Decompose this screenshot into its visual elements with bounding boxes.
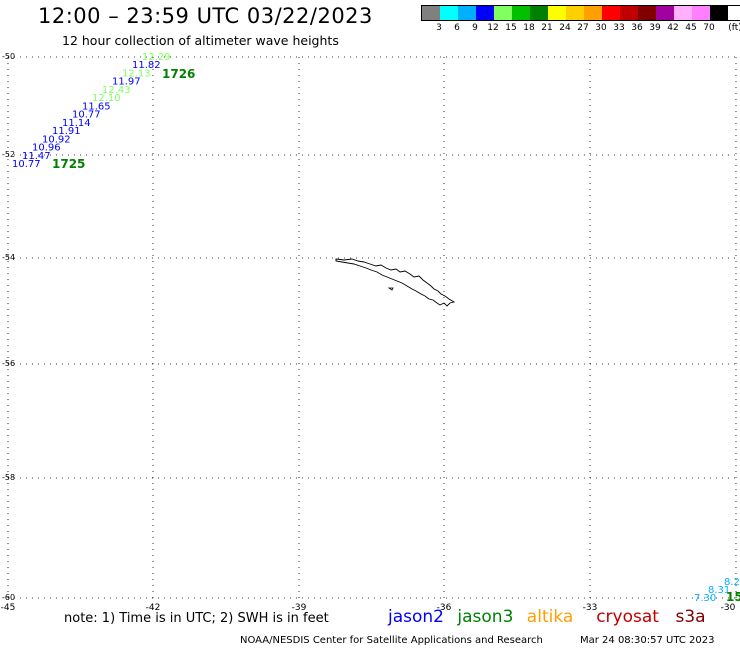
color-swatch [656,6,674,20]
color-scale-label: 27 [577,23,589,33]
south-georgia-coastline [335,258,456,307]
color-scale-label: 33 [613,23,625,33]
color-scale-label: 12 [487,23,499,33]
longitude-label: -39 [291,603,307,613]
color-swatch [548,6,566,20]
color-scale-label: 3 [436,23,442,33]
wave-height-value: 8.31 [708,585,730,596]
map-subtitle: 12 hour collection of altimeter wave hei… [62,33,339,48]
wave-height-value: 11.82 [132,60,161,71]
credit-line: NOAA/NESDIS Center for Satellite Applica… [240,635,543,646]
color-swatch [602,6,620,20]
color-scale-label: 42 [667,23,679,33]
legend-item-jason3: jason3 [457,607,514,627]
color-scale-label: 36 [631,23,643,33]
color-scale-label: 9 [472,23,478,33]
color-scale-label: 45 [685,23,697,33]
legend-item-jason2: jason2 [388,607,444,627]
color-swatch [530,6,548,20]
color-scale-label: 15 [505,23,517,33]
graticule [7,56,737,599]
latitude-label: -54 [2,253,16,262]
longitude-label: -36 [436,603,452,613]
color-scale-label: 24 [559,23,571,33]
wave-height-value: 10.77 [72,110,101,121]
longitude-label: -33 [582,603,598,613]
wave-height-value: 8.2 [724,577,740,588]
color-swatch [710,6,728,20]
color-swatch [476,6,494,20]
wave-height-value: 12.13 [122,68,151,79]
wave-height-value: 11.91 [52,126,81,137]
latitude-label: -60 [2,593,16,602]
timestamp-line: Mar 24 08:30:57 UTC 2023 [580,635,715,646]
color-swatch [584,6,602,20]
coastline-path [335,258,456,307]
wave-height-value: 10.77 [12,159,41,170]
color-swatch [638,6,656,20]
wave-height-value: 11.47 [22,151,51,162]
color-scale-label: (ft) [728,23,740,33]
legend-item-cryosat: cryosat [596,607,659,627]
wave-height-value: 11.65 [82,101,111,112]
wave-height-value: 12.10 [92,93,121,104]
latitude-label: -58 [2,473,16,482]
color-scale-label: 6 [454,23,460,33]
color-scale-swatches [421,5,740,21]
color-swatch [422,6,440,20]
latitude-label: -52 [2,150,16,159]
color-swatch [440,6,458,20]
longitude-label: -45 [0,603,16,613]
wave-height-value: 10.92 [42,134,71,145]
latitude-label: -56 [2,359,16,368]
map-title: 12:00 – 23:59 UTC 03/22/2023 [38,4,373,28]
wave-height-value: 7.30 [694,593,716,604]
track-time-label: 15 [726,590,740,604]
color-swatch [674,6,692,20]
color-swatch [620,6,638,20]
latitude-label: -50 [2,52,16,61]
color-scale-label: 30 [595,23,607,33]
color-scale-label: 18 [523,23,535,33]
color-swatch [512,6,530,20]
color-swatch [458,6,476,20]
wave-height-value: 11.14 [62,118,91,129]
color-scale-label: 21 [541,23,553,33]
footer-note: note: 1) Time is in UTC; 2) SWH is in fe… [64,611,329,626]
color-swatch [692,6,710,20]
color-scale-label: 39 [649,23,661,33]
wave-height-value: 12.29 [142,52,171,63]
longitude-label: -30 [720,603,736,613]
track-time-label: 1726 [162,67,195,81]
coastline-islet [387,287,394,291]
longitude-label: -42 [145,603,161,613]
track-time-label: 1725 [52,157,85,171]
wave-height-value: 11.97 [112,77,141,88]
color-scale-label: 70 [703,23,715,33]
wave-height-value: 12.43 [102,85,131,96]
color-swatch [566,6,584,20]
wave-height-value: 10.96 [32,143,61,154]
legend-item-s3a: s3a [675,607,706,627]
altimeter-tracks: 10.7711.4710.9610.9211.9111.1410.7711.65… [12,52,740,604]
color-swatch [494,6,512,20]
legend-item-altika: altika [526,607,574,627]
